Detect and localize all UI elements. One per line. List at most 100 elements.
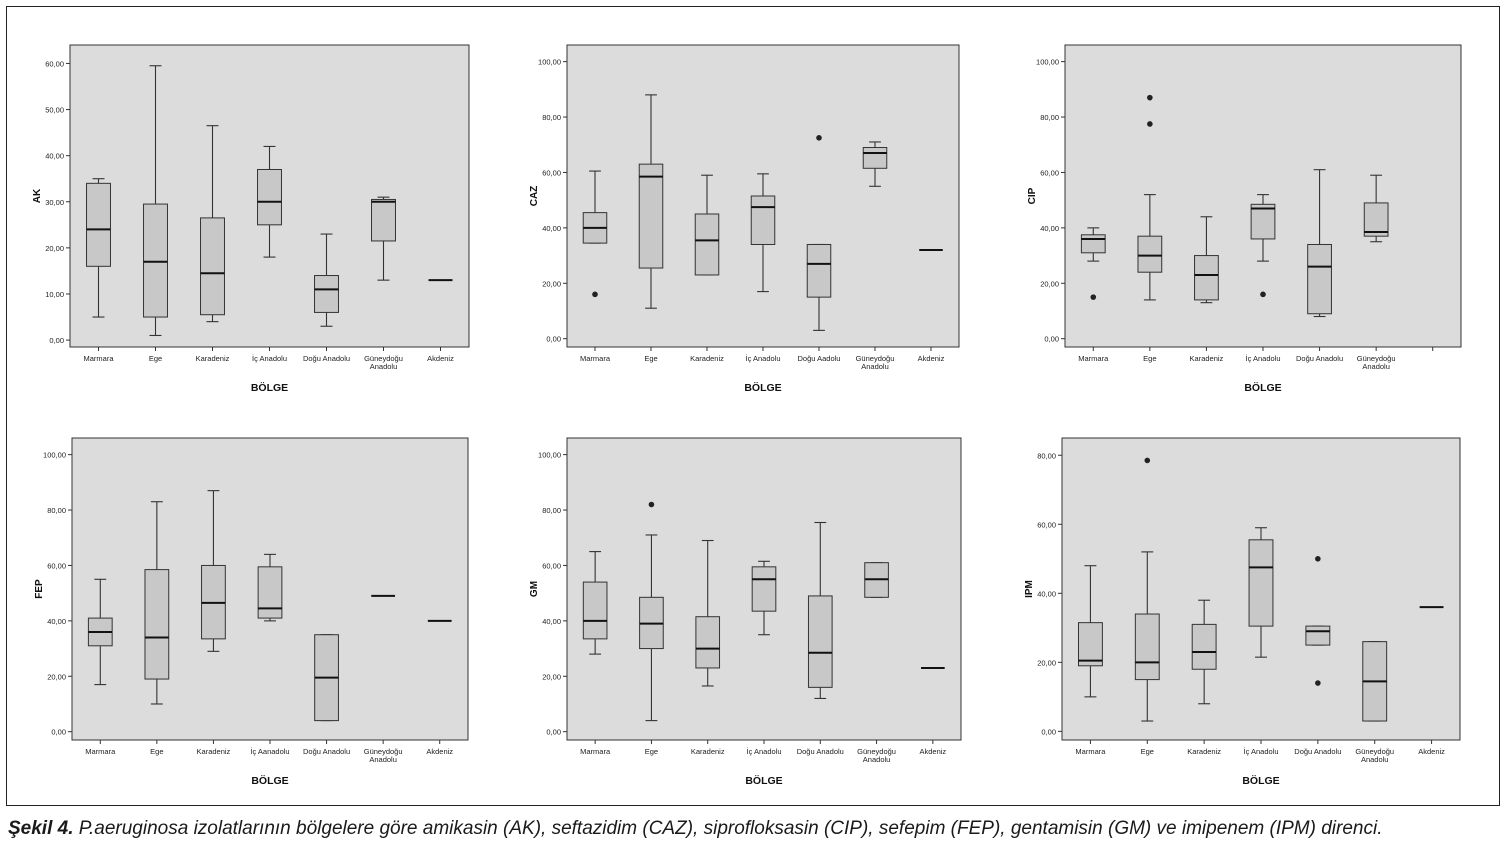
caption-text: P.aeruginosa izolatlarının bölgelere gör… xyxy=(73,818,1383,839)
x-tick-label: Karadeniz xyxy=(197,747,231,756)
x-axis-label: BÖLGE xyxy=(251,381,288,394)
chart-caz: 0,00 20,00 40,00 60,00 80,00 100,00 CAZ Marmara… xyxy=(529,44,960,394)
iqr-box xyxy=(1194,255,1219,301)
box-4 xyxy=(257,553,283,622)
box-4 xyxy=(257,145,282,258)
box-6 xyxy=(1362,641,1388,722)
x-tick-label: Akdeniz xyxy=(920,747,947,756)
x-tick-label: Ege xyxy=(150,747,163,756)
outlier-point xyxy=(1260,291,1266,298)
figure-caption: Şekil 4. P.aeruginosa izolatlarının bölg… xyxy=(8,818,1504,840)
iqr-box xyxy=(750,195,776,245)
box-6 xyxy=(862,141,888,187)
y-tick-label: 40,00 xyxy=(542,224,561,233)
outlier-point xyxy=(1144,457,1151,464)
y-tick-label: 100,00 xyxy=(43,451,66,460)
x-tick-label: Güneydoğu Anadolu xyxy=(1355,747,1394,764)
y-axis-label: FEP xyxy=(34,579,45,599)
box-5 xyxy=(314,634,339,722)
iqr-box xyxy=(1191,623,1217,670)
x-tick-label: Akdeniz xyxy=(918,354,945,363)
y-tick-label: 80,00 xyxy=(1040,113,1059,122)
iqr-box xyxy=(638,163,664,269)
y-tick-label: 0,00 xyxy=(1041,727,1056,736)
x-tick-label: Güneydoğu Anadolu xyxy=(856,354,895,371)
chart-ak: 0,00 10,00 20,00 30,00 40,00 50,00 60,00 AK Marm… xyxy=(32,44,470,394)
box-5 xyxy=(1305,556,1331,686)
iqr-box xyxy=(694,213,720,276)
y-tick-label: 60,00 xyxy=(45,59,64,68)
box-5 xyxy=(314,233,339,327)
y-tick-label: 0,00 xyxy=(546,728,561,737)
y-tick-label: 0,00 xyxy=(49,336,64,345)
y-tick-label: 0,00 xyxy=(1044,335,1059,344)
outlier-point xyxy=(1147,121,1153,127)
x-tick-label: Ege xyxy=(1143,354,1156,363)
iqr-box xyxy=(806,243,832,298)
box-1 xyxy=(1077,565,1103,698)
y-tick-label: 60,00 xyxy=(1037,520,1056,529)
iqr-box xyxy=(1307,243,1332,315)
y-tick-label: 40,00 xyxy=(1040,224,1059,233)
box-2 xyxy=(1134,457,1160,722)
x-tick-label: İç Anadolu xyxy=(1245,354,1280,363)
x-tick-label: İç Anadolu xyxy=(745,354,780,363)
x-tick-label: Güneydoğu Anadolu xyxy=(857,747,896,764)
outlier-point xyxy=(1147,94,1153,101)
y-tick-label: 100,00 xyxy=(538,451,561,460)
box-4 xyxy=(750,173,776,293)
x-tick-label: İç Anadolu xyxy=(1243,747,1278,756)
x-tick-label: Marmara xyxy=(580,354,611,363)
x-tick-label: Ege xyxy=(644,354,657,363)
x-axis-label: BÖLGE xyxy=(744,381,781,394)
iqr-box xyxy=(1363,202,1389,237)
outlier-point xyxy=(648,501,655,508)
iqr-box xyxy=(371,198,396,242)
iqr-box xyxy=(86,182,111,267)
x-tick-label: Doğu Anadolu xyxy=(303,747,350,756)
box-5 xyxy=(1307,169,1332,318)
plot-area xyxy=(71,437,469,741)
y-tick-label: 10,00 xyxy=(45,290,64,299)
x-tick-label: Doğu Anadolu xyxy=(1294,747,1341,756)
x-axis-label: BÖLGE xyxy=(251,774,288,787)
outlier-point xyxy=(1090,294,1097,300)
y-tick-label: 60,00 xyxy=(1040,168,1059,177)
y-tick-label: 60,00 xyxy=(542,168,561,177)
x-tick-label: İç Aanadolu xyxy=(250,747,289,756)
iqr-box xyxy=(1137,235,1163,273)
x-tick-label: Ege xyxy=(645,747,658,756)
box-1 xyxy=(1080,227,1106,300)
box-4 xyxy=(1248,527,1274,658)
x-tick-label: Doğu Anadolu xyxy=(797,747,844,756)
x-tick-label: Karadeniz xyxy=(196,354,230,363)
iqr-box xyxy=(144,569,170,680)
x-tick-label: Marmara xyxy=(83,354,114,363)
box-2 xyxy=(638,94,664,309)
y-tick-label: 20,00 xyxy=(542,279,561,288)
x-tick-label: Marmara xyxy=(1075,747,1106,756)
y-axis-label: AK xyxy=(32,188,43,203)
iqr-box xyxy=(1134,613,1160,681)
x-tick-label: Karadeniz xyxy=(690,354,724,363)
y-tick-label: 30,00 xyxy=(45,198,64,207)
y-tick-label: 20,00 xyxy=(47,672,66,681)
iqr-box xyxy=(257,566,283,619)
y-tick-label: 40,00 xyxy=(45,152,64,161)
x-tick-label: İç Anadolu xyxy=(746,747,781,756)
x-tick-label: Doğu Aadolu xyxy=(798,354,841,363)
y-axis-label: GM xyxy=(529,581,540,597)
y-axis-label: CIP xyxy=(1027,187,1038,204)
box-3 xyxy=(200,125,225,323)
iqr-box xyxy=(862,147,888,169)
x-tick-label: Karadeniz xyxy=(1187,747,1221,756)
outlier-point xyxy=(1315,556,1321,562)
box-2 xyxy=(1137,94,1163,301)
y-tick-label: 80,00 xyxy=(47,506,66,515)
chart-cip: 0,00 20,00 40,00 60,00 80,00 100,00 CIP Marmara… xyxy=(1027,44,1462,394)
box-1 xyxy=(86,178,111,318)
iqr-box xyxy=(314,275,339,313)
y-tick-label: 40,00 xyxy=(1037,589,1056,598)
iqr-box xyxy=(257,168,282,226)
box-4 xyxy=(751,560,777,636)
